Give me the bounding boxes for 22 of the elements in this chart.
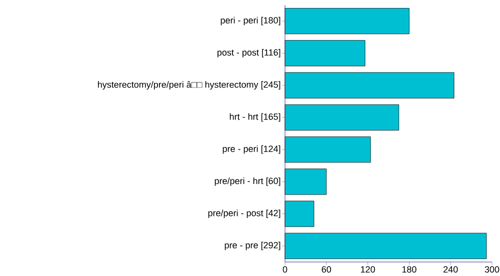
bar xyxy=(284,104,400,130)
y-tick-label: pre/peri - post [42] xyxy=(208,210,280,218)
bar xyxy=(284,72,454,98)
x-tick-label: 180 xyxy=(402,266,416,273)
bar xyxy=(284,136,371,163)
x-tick-label: 300 xyxy=(484,266,500,273)
y-tick-label: post - post [116] xyxy=(218,49,280,58)
x-tick-label: 120 xyxy=(360,266,375,273)
y-tick-label: pre - pre [292] xyxy=(224,242,280,250)
x-tick-label: 60 xyxy=(322,266,332,273)
bar xyxy=(284,200,314,227)
y-tick-label: peri - peri [180] xyxy=(220,16,280,26)
bar xyxy=(284,232,487,259)
y-tick-label: pre/peri - hrt [60] xyxy=(214,178,280,186)
y-tick-label: pre - peri [124] xyxy=(222,145,280,154)
bar xyxy=(284,168,327,195)
bar xyxy=(284,8,410,34)
y-tick-label: hysterectomy/pre/peri â□□ hysterectomy [245] xyxy=(98,81,280,90)
x-tick-label: 0 xyxy=(282,266,288,273)
x-tick-label: 240 xyxy=(444,266,458,273)
y-tick-label: hrt - hrt [165] xyxy=(230,113,280,122)
bar xyxy=(284,40,366,66)
